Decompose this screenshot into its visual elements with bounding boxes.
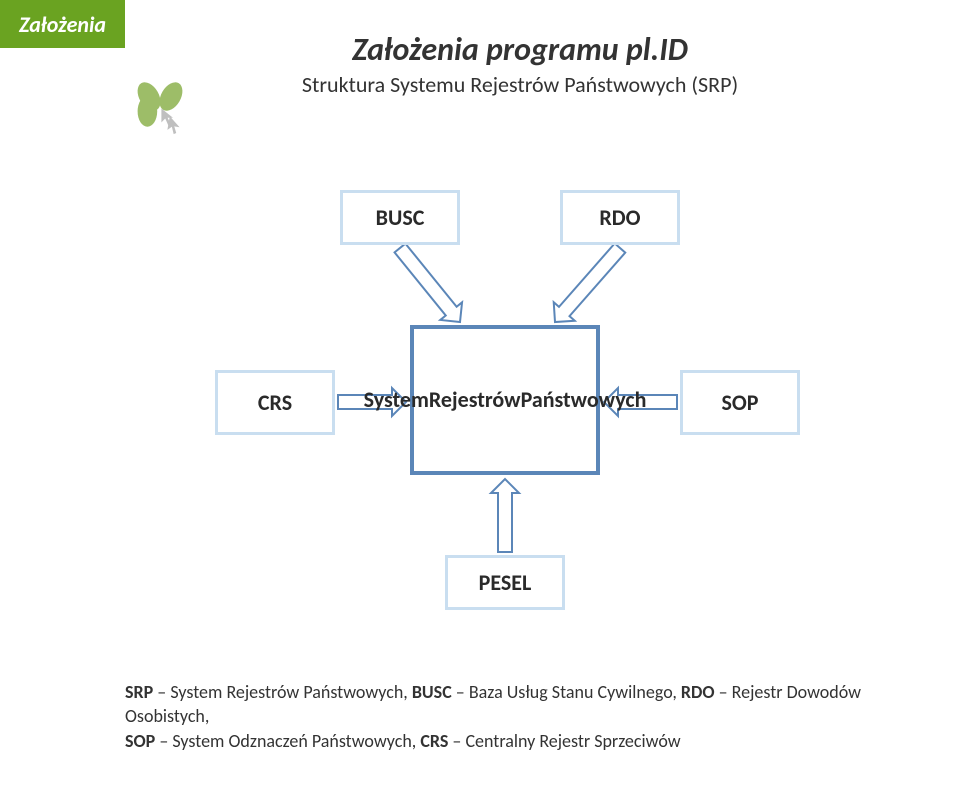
arrow-pesel-to-center xyxy=(491,479,519,552)
node-rdo: RDO xyxy=(560,190,680,245)
node-center: SystemRejestrówPaństwowych xyxy=(410,325,600,475)
legend: SRP – System Rejestrów Państwowych, BUSC… xyxy=(125,680,885,753)
legend-text: SRP – System Rejestrów Państwowych, BUSC… xyxy=(125,681,861,752)
arrow-busc-to-center xyxy=(389,239,471,331)
node-busc: BUSC xyxy=(340,190,460,245)
arrow-rdo-to-center xyxy=(544,239,630,331)
node-pesel: PESEL xyxy=(445,555,565,610)
node-sop: SOP xyxy=(680,370,800,435)
node-crs: CRS xyxy=(215,370,335,435)
